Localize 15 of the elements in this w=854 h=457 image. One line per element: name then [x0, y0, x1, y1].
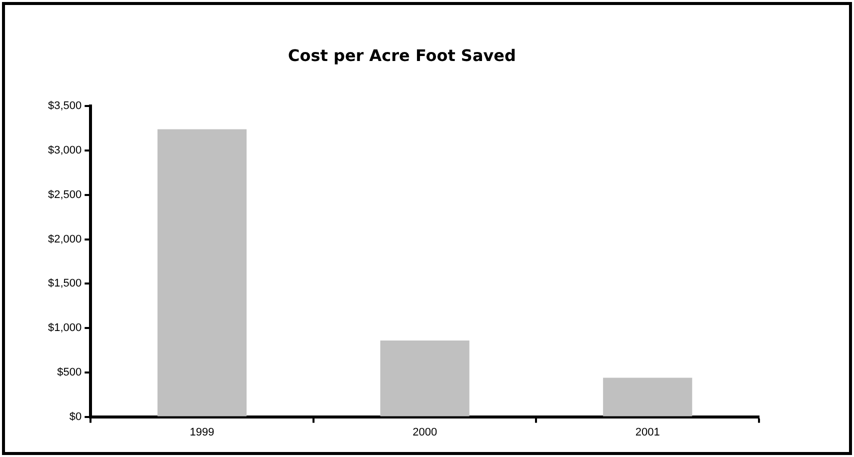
bar — [603, 378, 692, 416]
bar — [157, 129, 247, 416]
y-tick-label: $2,500 — [48, 188, 82, 201]
y-tick-label: $2,000 — [48, 233, 82, 246]
y-tick-label: $3,500 — [48, 100, 82, 112]
x-tick-label: 2001 — [635, 426, 660, 438]
y-tick-label: $1,000 — [48, 322, 82, 334]
y-tick-label: $500 — [57, 366, 82, 378]
y-tick-label: $3,000 — [48, 144, 82, 157]
y-tick-label: $1,500 — [48, 278, 82, 290]
x-tick-label: 1999 — [190, 426, 214, 438]
x-tick-label: 2000 — [412, 426, 438, 438]
chart-title: Cost per Acre Foot Saved — [288, 46, 516, 65]
y-tick-label: $0 — [69, 410, 82, 423]
bar — [380, 340, 470, 416]
